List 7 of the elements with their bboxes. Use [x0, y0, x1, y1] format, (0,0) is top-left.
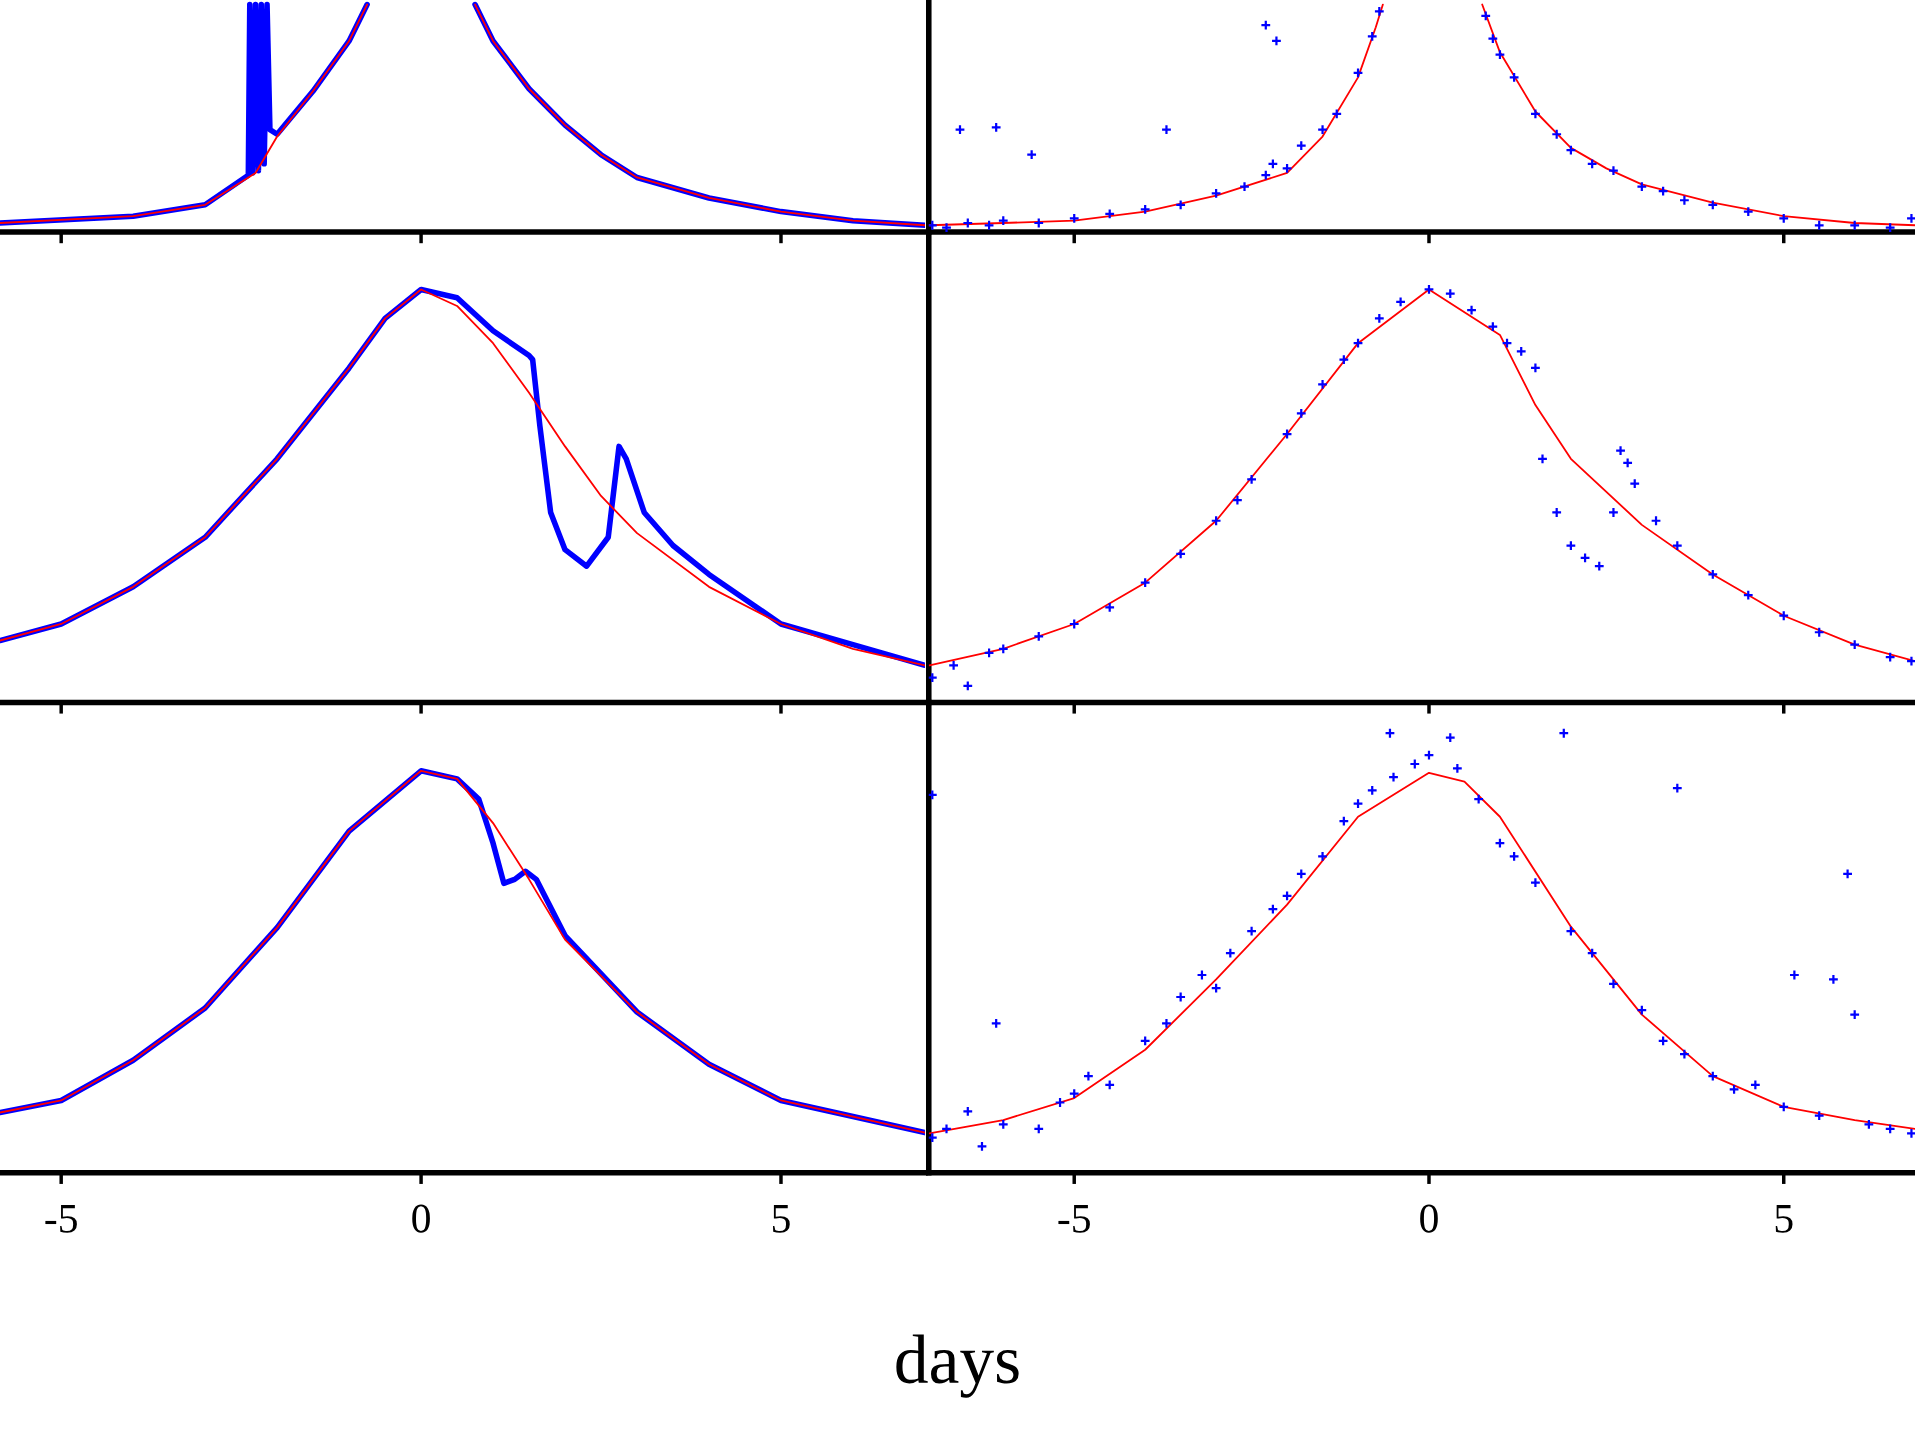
x-tick-label: 5 [772, 1205, 790, 1233]
x-tick-label: 0 [1420, 1204, 1438, 1233]
x-tick-label: 5 [1775, 1205, 1793, 1233]
x-tick-label: 0 [412, 1204, 430, 1233]
x-tick-label: -5 [45, 1205, 77, 1233]
x-axis-title: days [896, 1334, 1019, 1398]
x-tick-label: -5 [1058, 1205, 1090, 1233]
